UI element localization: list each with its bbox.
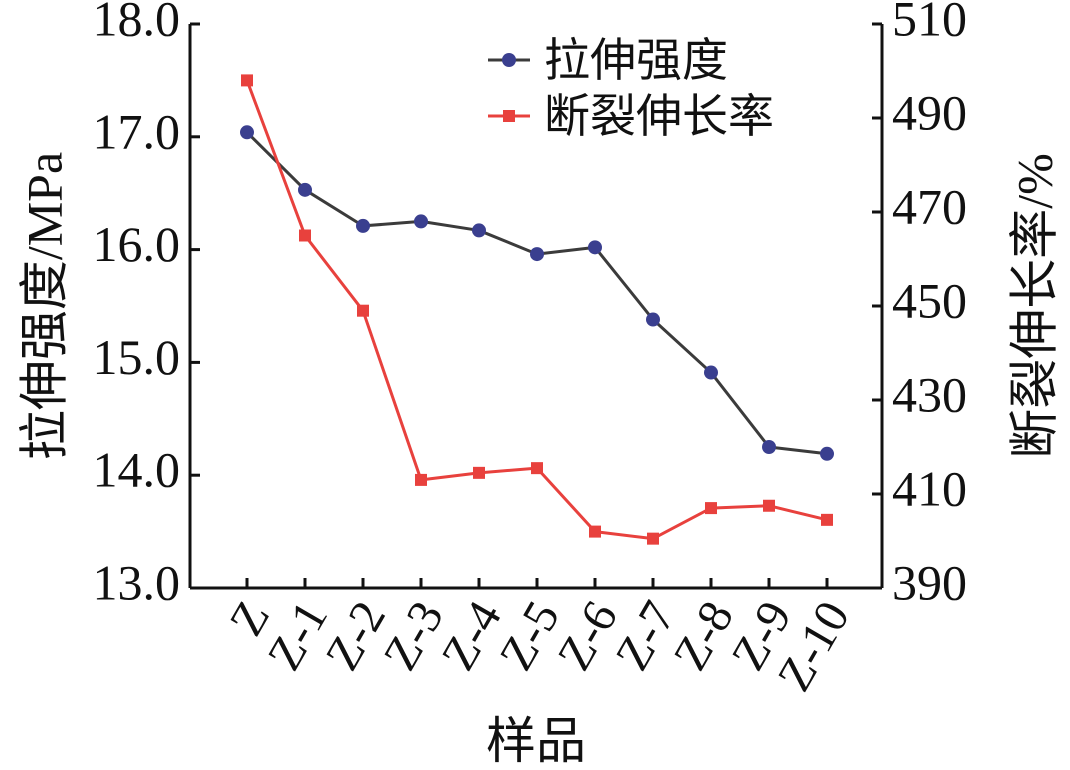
data-point-tensile-strength [414, 214, 428, 229]
y-right-tick-label: 470 [892, 178, 967, 234]
data-point-tensile-strength [588, 240, 602, 255]
data-point-elongation [763, 499, 775, 512]
data-point-elongation [415, 473, 427, 486]
data-point-tensile-strength [530, 247, 544, 262]
y-right-tick-label: 410 [892, 460, 967, 516]
data-point-elongation [531, 462, 543, 475]
series-line-tensile-strength [245, 131, 828, 456]
y-right-tick-label: 510 [892, 0, 967, 46]
legend-marker-elongation [503, 110, 515, 122]
data-point-elongation [821, 513, 833, 526]
series-layer [240, 74, 834, 545]
data-point-tensile-strength [704, 365, 718, 380]
y-left-axis-label: 拉伸强度/MPa [16, 152, 72, 460]
data-point-elongation [299, 229, 311, 242]
y-right-tick-label: 430 [892, 366, 967, 422]
legend-marker-tensile [502, 53, 516, 67]
left-axis-ticks: 13.0 14.0 15.0 16.0 17.0 18.0 [93, 0, 200, 610]
data-point-elongation [589, 525, 601, 538]
y-right-tick-label: 490 [892, 84, 967, 140]
legend-label-elongation: 断裂伸长率 [544, 91, 774, 142]
legend-label-tensile: 拉伸强度 [544, 35, 728, 86]
right-axis-ticks: 390 410 430 450 470 490 510 [872, 0, 967, 610]
y-left-tick-label: 15.0 [93, 329, 181, 385]
y-left-tick-label: 18.0 [93, 0, 181, 46]
y-left-tick-label: 13.0 [93, 554, 181, 610]
legend: 拉伸强度 断裂伸长率 [488, 35, 774, 142]
data-point-elongation [241, 74, 253, 87]
y-left-tick-label: 14.0 [93, 442, 181, 498]
data-point-elongation [473, 466, 485, 479]
x-axis-ticks: ZZ-1Z-2Z-3Z-4Z-5Z-6Z-7Z-8Z-9Z-10 [220, 578, 860, 700]
plot-frame [188, 24, 884, 590]
data-point-tensile-strength [240, 125, 254, 140]
y-right-tick-label: 450 [892, 272, 967, 328]
data-point-elongation [357, 304, 369, 317]
data-point-tensile-strength [356, 218, 370, 233]
y-left-tick-label: 17.0 [93, 103, 181, 159]
data-point-elongation [705, 502, 717, 515]
data-point-tensile-strength [820, 446, 834, 461]
y-right-tick-label: 390 [892, 554, 967, 610]
data-point-elongation [647, 532, 659, 545]
data-point-tensile-strength [646, 312, 660, 327]
data-point-tensile-strength [298, 182, 312, 197]
data-point-tensile-strength [472, 223, 486, 238]
data-point-tensile-strength [762, 440, 776, 454]
y-right-axis-label: 断裂伸长率/% [1006, 153, 1062, 459]
x-axis-label: 样品 [486, 713, 586, 769]
y-left-tick-label: 16.0 [93, 216, 181, 272]
